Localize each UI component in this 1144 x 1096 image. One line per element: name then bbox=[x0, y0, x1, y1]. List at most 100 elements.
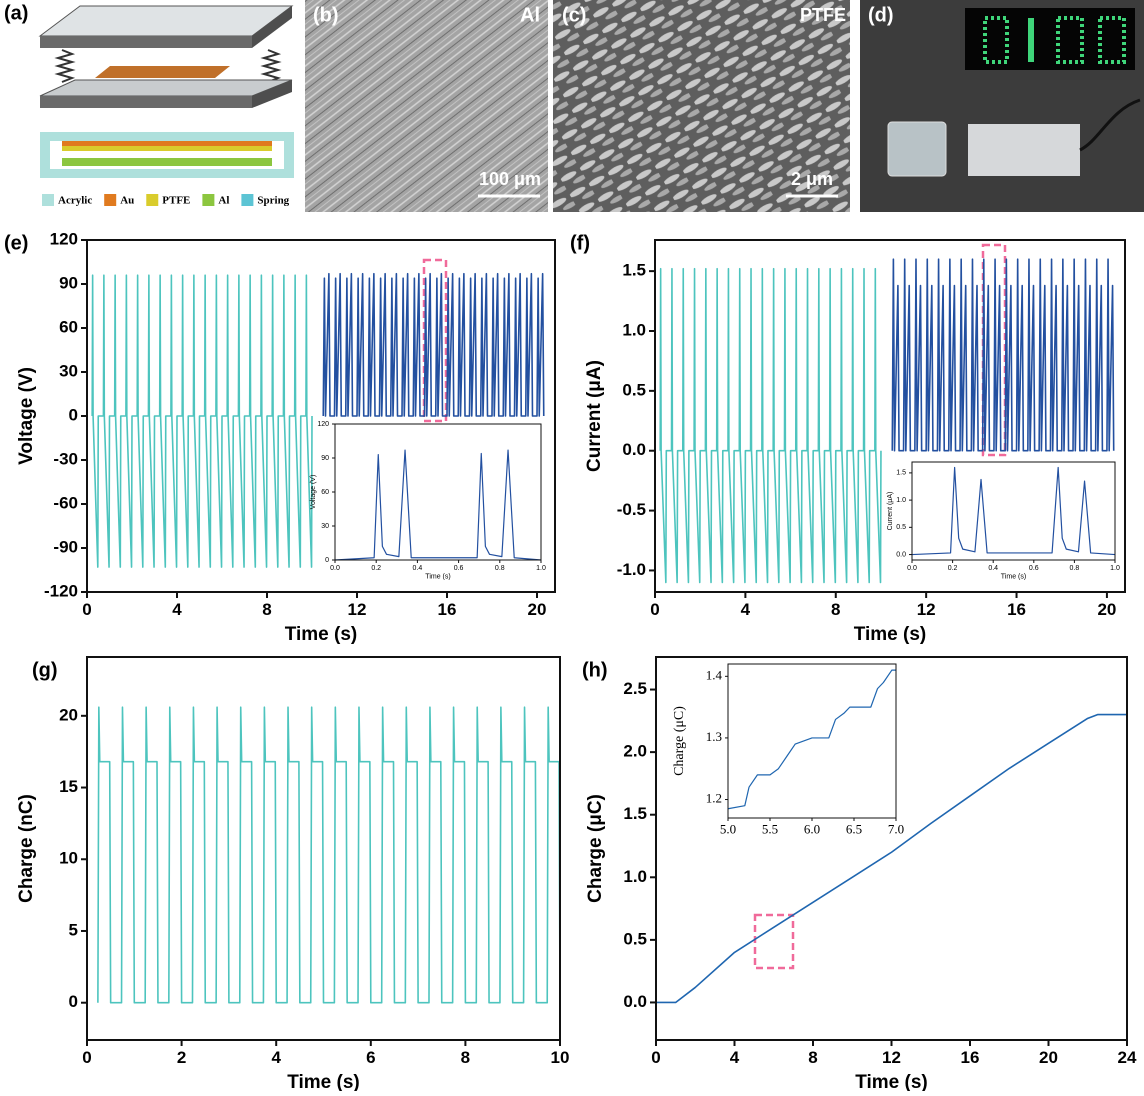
x-tick-label: 0 bbox=[82, 1048, 91, 1067]
y-tick-label: 0 bbox=[69, 405, 78, 424]
y-tick-label: 2.0 bbox=[623, 742, 647, 761]
x-tick-label: 8 bbox=[262, 600, 271, 619]
legend-label: Au bbox=[120, 195, 134, 207]
chart: 0 4 8 12 16 20 -1.0 -0.5 0.0 0.5 1.0 1.5 Time (s) Cur… bbox=[570, 232, 1126, 645]
scale-bar-label: 100 μm bbox=[479, 169, 541, 189]
chart: 0 4 8 12 16 20 24 0.0 0.5 1.0 1.5 2.0 2.5 Time (s) Cha… bbox=[582, 656, 1137, 1093]
y-tick-label: 90 bbox=[321, 455, 329, 462]
y-tick-label: 0.0 bbox=[622, 440, 646, 459]
au-layer bbox=[62, 141, 272, 146]
legend-label: Spring bbox=[257, 195, 289, 207]
data-line bbox=[911, 466, 1116, 556]
panel-label: (b) bbox=[313, 4, 339, 26]
x-tick-label: 6.0 bbox=[804, 822, 820, 837]
x-tick-label: 0.4 bbox=[988, 565, 998, 572]
x-tick-label: 6.5 bbox=[846, 822, 862, 837]
y-tick-label: 5 bbox=[69, 920, 78, 939]
x-tick-label: 0.8 bbox=[495, 565, 505, 572]
x-tick-label: 16 bbox=[438, 600, 457, 619]
x-tick-label: 4 bbox=[271, 1048, 281, 1067]
device-drawing bbox=[38, 5, 294, 178]
bottom-plate-side bbox=[252, 80, 292, 108]
y-tick-label: 1.5 bbox=[623, 804, 647, 823]
x-tick-label: 20 bbox=[528, 600, 547, 619]
x-axis-label: Time (s) bbox=[425, 574, 450, 581]
data-line bbox=[334, 449, 542, 561]
x-tick-label: 20 bbox=[1039, 1048, 1058, 1067]
x-tick-label: 7.0 bbox=[888, 822, 904, 837]
x-tick-label: 0.4 bbox=[413, 565, 423, 572]
y-tick-label: 0 bbox=[325, 557, 329, 564]
bottom-plate bbox=[39, 79, 293, 97]
x-tick-label: 0.0 bbox=[330, 565, 340, 572]
led-panel bbox=[965, 8, 1135, 70]
legend-swatch bbox=[104, 194, 117, 206]
panel-label: (f) bbox=[570, 232, 590, 254]
y-tick-label: -1.0 bbox=[617, 560, 646, 579]
plot-frame bbox=[911, 461, 1116, 561]
y-tick-label: 120 bbox=[317, 421, 329, 428]
x-axis-label: Time (s) bbox=[287, 1072, 360, 1091]
x-tick-label: 8 bbox=[831, 600, 840, 619]
led-letter bbox=[1098, 16, 1126, 64]
led-letter bbox=[1028, 18, 1034, 62]
x-tick-label: 0.2 bbox=[948, 565, 958, 572]
bottom-plate-edge bbox=[40, 96, 252, 108]
y-axis-label: Voltage (V) bbox=[310, 475, 317, 510]
y-tick-label: -120 bbox=[44, 581, 78, 600]
x-axis-label: Time (s) bbox=[854, 624, 927, 645]
y-axis-label: Voltage (V) bbox=[16, 367, 37, 465]
inset-background bbox=[728, 664, 896, 818]
x-tick-label: 2 bbox=[177, 1048, 186, 1067]
legend-swatch bbox=[42, 194, 54, 206]
x-tick-label: 12 bbox=[348, 600, 367, 619]
y-tick-label: 2.5 bbox=[623, 679, 647, 698]
led-letter bbox=[983, 16, 1009, 64]
x-tick-label: 4 bbox=[172, 600, 182, 619]
chart: 5.0 5.5 6.0 6.5 7.0 1.2 1.3 1.4 Charge (μC) bbox=[672, 663, 904, 837]
plot-frame bbox=[86, 656, 561, 1041]
x-tick-label: 0.2 bbox=[371, 565, 381, 572]
x-tick-label: 16 bbox=[961, 1048, 980, 1067]
y-tick-label: 0.5 bbox=[896, 524, 906, 531]
au-layer bbox=[95, 66, 230, 78]
y-tick-label: 0.5 bbox=[622, 380, 646, 399]
sem-image-ptfe bbox=[553, 0, 850, 212]
x-tick-label: 0 bbox=[82, 600, 91, 619]
top-plate bbox=[38, 5, 294, 37]
x-tick-label: 0.6 bbox=[1029, 565, 1039, 572]
x-tick-label: 16 bbox=[1007, 600, 1026, 619]
y-tick-label: 1.3 bbox=[706, 729, 722, 744]
led-board bbox=[968, 124, 1080, 176]
x-tick-label: 4 bbox=[741, 600, 751, 619]
panel-label: (e) bbox=[4, 232, 28, 254]
legend-label: PTFE bbox=[162, 195, 190, 207]
x-tick-label: 5.5 bbox=[762, 822, 778, 837]
panel-label: (h) bbox=[582, 659, 608, 681]
y-tick-label: 60 bbox=[59, 317, 78, 336]
data-line bbox=[727, 669, 896, 810]
ptfe-layer bbox=[62, 146, 272, 151]
y-tick-label: 20 bbox=[59, 705, 78, 724]
al-layer bbox=[62, 158, 272, 166]
chart: 0.0 0.2 0.4 0.6 0.8 1.0 0 30 60 90 120 Time (s) Volt… bbox=[310, 421, 546, 581]
chart: 0 4 8 12 16 20 -120 -90 -60 -30 0 30 60 90 120 Time (s)… bbox=[4, 229, 556, 645]
x-tick-label: 8 bbox=[461, 1048, 470, 1067]
y-tick-label: 0.5 bbox=[623, 929, 647, 948]
data-line bbox=[656, 713, 1127, 1004]
x-tick-label: 4 bbox=[730, 1048, 740, 1067]
panel-label: (c) bbox=[562, 4, 586, 26]
y-tick-label: 0.0 bbox=[896, 551, 906, 558]
highlight-box bbox=[422, 258, 448, 423]
y-tick-label: 10 bbox=[59, 849, 78, 868]
x-tick-label: 0 bbox=[651, 1048, 660, 1067]
x-axis-label: Time (s) bbox=[1001, 574, 1026, 581]
y-tick-label: -60 bbox=[53, 493, 78, 512]
plot-frame bbox=[654, 239, 1126, 593]
material-label: Al bbox=[520, 4, 540, 26]
chart: 0 2 4 6 8 10 0 5 10 15 20 Time (s) Charge (nC) (g) bbox=[16, 656, 569, 1093]
x-tick-label: 8 bbox=[808, 1048, 817, 1067]
panel-label: (a) bbox=[4, 2, 28, 24]
